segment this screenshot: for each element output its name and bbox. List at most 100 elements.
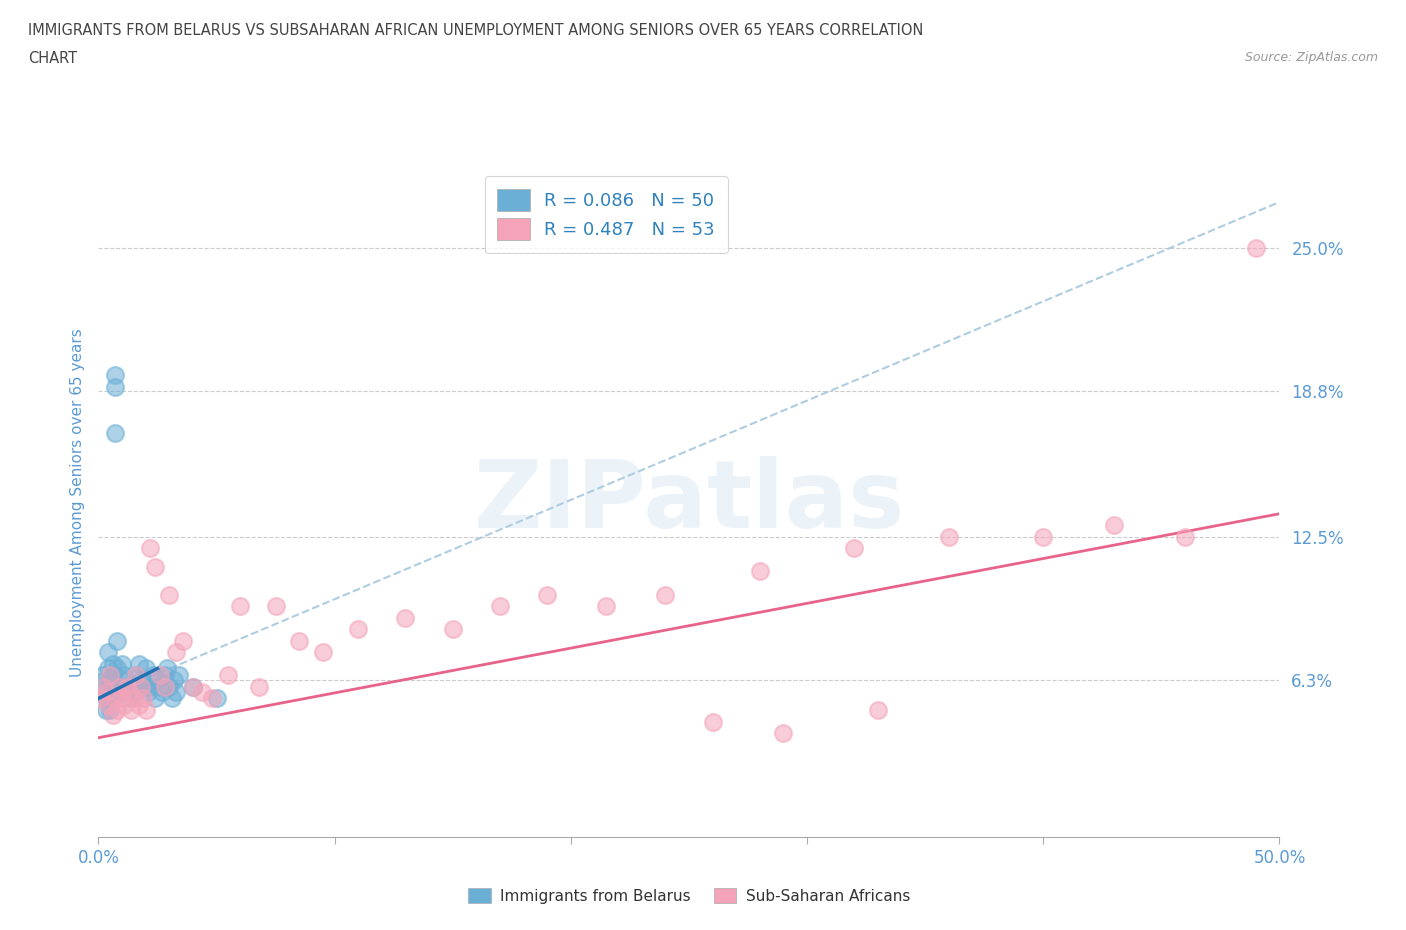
Point [90, 675, 112, 690]
Point [229, 599, 252, 614]
Point [135, 661, 157, 676]
Point [132, 680, 155, 695]
Point [143, 691, 166, 706]
Point [167, 668, 190, 683]
Point [97, 698, 120, 712]
Point [105, 702, 128, 717]
Point [264, 599, 287, 614]
Point [938, 529, 960, 544]
Point [181, 680, 204, 695]
Point [205, 691, 228, 706]
Point [172, 633, 194, 648]
Point [105, 661, 128, 676]
Point [101, 657, 124, 671]
Point [118, 684, 141, 699]
Point [91, 668, 114, 683]
Point [157, 680, 180, 695]
Point [217, 668, 239, 683]
Point [98, 702, 121, 717]
Point [139, 541, 162, 556]
Point [104, 426, 127, 441]
Point [536, 587, 558, 602]
Point [115, 680, 138, 695]
Point [153, 680, 176, 695]
Point [149, 680, 172, 695]
Point [128, 657, 150, 671]
Point [312, 644, 335, 659]
Point [135, 702, 157, 717]
Point [111, 691, 134, 706]
Point [201, 691, 224, 706]
Point [165, 644, 187, 659]
Point [1174, 529, 1197, 544]
Point [94, 702, 117, 717]
Point [118, 684, 141, 699]
Point [844, 541, 866, 556]
Point [247, 680, 270, 695]
Point [143, 560, 166, 575]
Point [121, 702, 143, 717]
Point [94, 684, 117, 699]
Point [98, 680, 121, 695]
Point [122, 684, 145, 699]
Point [288, 633, 311, 648]
Point [160, 691, 183, 706]
Text: ZIPatlas: ZIPatlas [474, 457, 904, 548]
Point [90, 691, 112, 706]
Point [91, 680, 114, 695]
Point [1032, 529, 1054, 544]
Text: Source: ZipAtlas.com: Source: ZipAtlas.com [1244, 51, 1378, 64]
Point [112, 668, 135, 683]
Point [129, 680, 152, 695]
Point [702, 714, 724, 729]
Point [142, 668, 165, 683]
Point [98, 668, 121, 683]
Point [108, 680, 131, 695]
Text: IMMIGRANTS FROM BELARUS VS SUBSAHARAN AFRICAN UNEMPLOYMENT AMONG SENIORS OVER 65: IMMIGRANTS FROM BELARUS VS SUBSAHARAN AF… [28, 23, 924, 38]
Point [1244, 241, 1267, 256]
Point [115, 680, 138, 695]
Point [122, 691, 145, 706]
Y-axis label: Unemployment Among Seniors over 65 years: Unemployment Among Seniors over 65 years [69, 328, 84, 677]
Text: CHART: CHART [28, 51, 77, 66]
Point [748, 564, 770, 578]
Point [181, 680, 204, 695]
Point [150, 684, 173, 699]
Point [125, 668, 148, 683]
Point [94, 691, 117, 706]
Point [191, 684, 214, 699]
Point [129, 672, 152, 687]
Point [104, 379, 127, 394]
Point [1102, 518, 1125, 533]
Point [654, 587, 676, 602]
Point [122, 680, 145, 695]
Point [441, 622, 464, 637]
Point [163, 672, 186, 687]
Point [98, 684, 121, 699]
Point [108, 680, 131, 695]
Point [394, 610, 416, 625]
Point [111, 657, 134, 671]
Legend: Immigrants from Belarus, Sub-Saharan Africans: Immigrants from Belarus, Sub-Saharan Afr… [461, 882, 917, 910]
Point [97, 644, 120, 659]
Point [98, 672, 121, 687]
Point [772, 725, 794, 740]
Point [595, 599, 617, 614]
Point [104, 691, 127, 706]
Point [128, 698, 150, 712]
Point [105, 684, 128, 699]
Point [165, 684, 187, 699]
Point [104, 367, 127, 382]
Point [157, 587, 180, 602]
Point [101, 707, 124, 722]
Point [347, 622, 370, 637]
Point [866, 702, 889, 717]
Point [132, 691, 155, 706]
Point [101, 691, 124, 706]
Point [112, 698, 135, 712]
Point [139, 680, 162, 695]
Point [91, 684, 114, 699]
Point [111, 672, 134, 687]
Point [136, 684, 159, 699]
Point [146, 672, 169, 687]
